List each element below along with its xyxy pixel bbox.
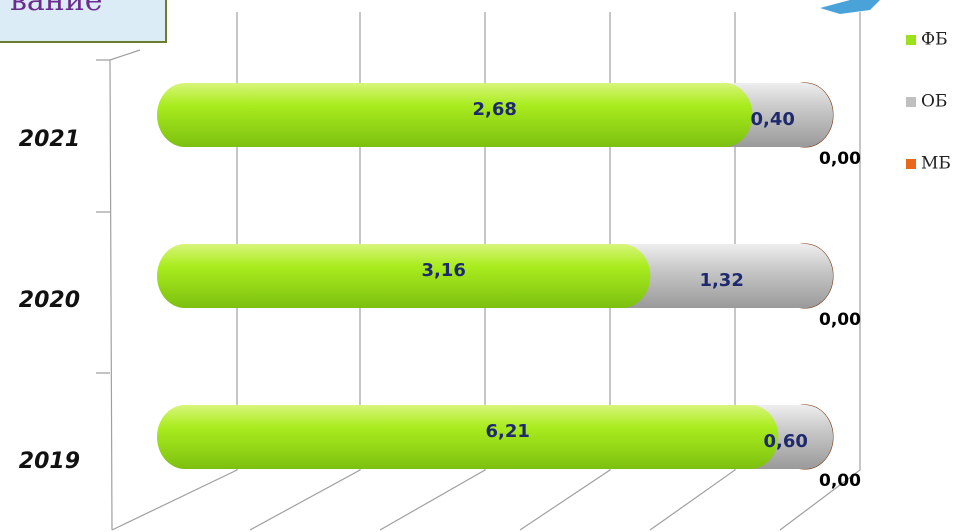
- data-label: 3,16: [421, 260, 465, 281]
- bar-segment: [157, 83, 753, 147]
- title-box: [0, 0, 167, 43]
- legend-label: ОБ: [921, 92, 947, 112]
- data-label: 0,60: [763, 431, 807, 452]
- data-label: 0,00: [819, 310, 861, 330]
- title-fragment: вание: [10, 0, 103, 18]
- bar-segment: [157, 405, 779, 469]
- y-tick-label: 2020: [19, 288, 80, 313]
- legend-label: ФБ: [921, 30, 948, 50]
- legend-label: МБ: [921, 154, 951, 174]
- y-tick-label: 2019: [19, 449, 80, 474]
- legend-swatch: [906, 159, 916, 169]
- data-label: 1,32: [699, 270, 743, 291]
- y-tick-label: 2021: [19, 127, 80, 152]
- data-label: 0,00: [819, 471, 861, 491]
- data-label: 2,68: [473, 99, 517, 120]
- bar-segment: [157, 244, 651, 308]
- walls: [96, 12, 861, 531]
- data-label: 0,00: [819, 149, 861, 169]
- data-label: 0,40: [751, 109, 795, 130]
- legend-swatch: [906, 97, 916, 107]
- bar-segment: [594, 244, 833, 308]
- data-label: 6,21: [485, 421, 529, 442]
- decor-shape: [820, 0, 880, 14]
- legend-swatch: [906, 35, 916, 45]
